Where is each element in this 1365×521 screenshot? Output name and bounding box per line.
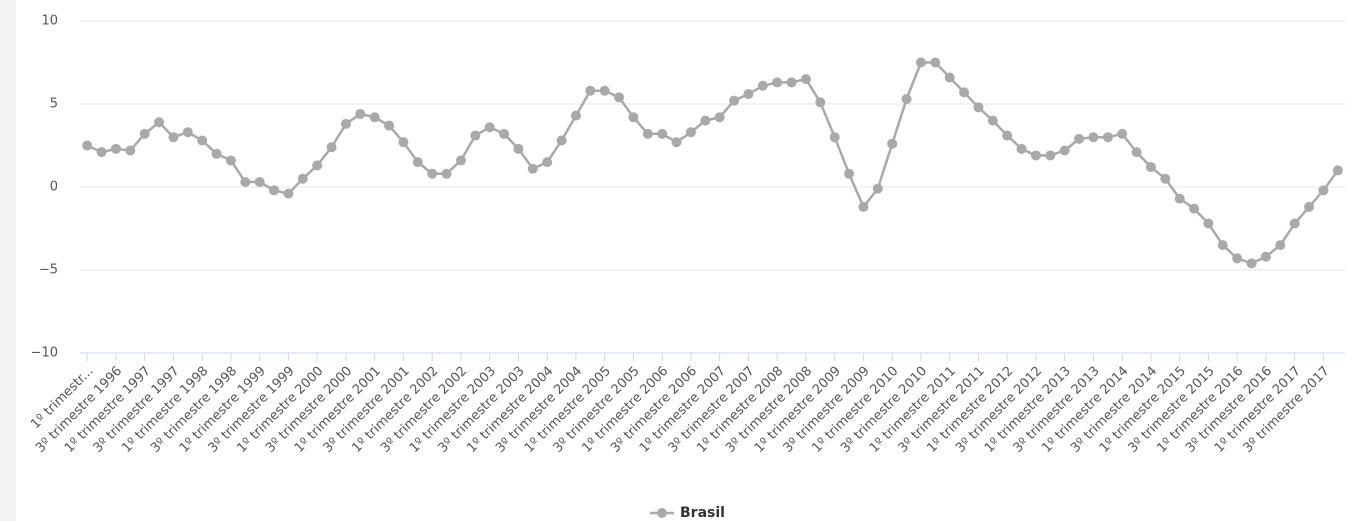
data-point (1289, 218, 1300, 229)
data-point (398, 137, 409, 148)
data-point (915, 57, 926, 68)
data-point (182, 127, 193, 138)
data-point (987, 115, 998, 126)
data-point (786, 77, 797, 88)
data-point (225, 155, 236, 166)
data-point (441, 168, 452, 179)
data-point (1217, 240, 1228, 251)
data-point (1016, 143, 1027, 154)
data-point (714, 112, 725, 123)
data-point (96, 147, 107, 158)
data-point (1045, 150, 1056, 161)
series-line (86, 61, 1339, 265)
data-point (1275, 240, 1286, 251)
data-point (1304, 201, 1315, 212)
data-point (369, 112, 380, 123)
data-point (82, 140, 93, 151)
data-point (1189, 203, 1200, 214)
data-point (1332, 165, 1343, 176)
data-point (1088, 132, 1099, 143)
data-point (729, 95, 740, 106)
data-point (599, 85, 610, 96)
side-stripe (0, 0, 16, 521)
data-point (1145, 162, 1156, 173)
data-point (614, 92, 625, 103)
data-point (642, 128, 653, 139)
data-point (671, 137, 682, 148)
data-point (1260, 251, 1271, 262)
data-point (384, 120, 395, 131)
data-point (197, 135, 208, 146)
legend-text: Brasil (680, 505, 725, 521)
data-point (1059, 145, 1070, 156)
data-point (484, 122, 495, 133)
data-point (700, 115, 711, 126)
data-point (412, 157, 423, 168)
data-point (858, 201, 869, 212)
data-point (1102, 132, 1113, 143)
data-point (944, 72, 955, 83)
data-point (743, 89, 754, 100)
data-point (1318, 185, 1329, 196)
y-tick-label: 5 (50, 97, 58, 112)
data-point (139, 128, 150, 139)
data-point (973, 102, 984, 113)
data-point (901, 94, 912, 105)
legend-symbol (657, 508, 667, 518)
data-point (312, 160, 323, 171)
data-point (887, 138, 898, 149)
data-point (297, 173, 308, 184)
data-point (499, 128, 510, 139)
data-point (1002, 130, 1013, 141)
data-point (1232, 253, 1243, 264)
data-point (685, 127, 696, 138)
data-point (815, 97, 826, 108)
data-point (1160, 173, 1171, 184)
data-point (1246, 258, 1257, 269)
data-point (154, 117, 165, 128)
data-point (1131, 147, 1142, 158)
data-point (168, 132, 179, 143)
data-point (585, 85, 596, 96)
data-point (254, 177, 265, 188)
data-point (800, 74, 811, 85)
data-point (657, 128, 668, 139)
data-point (829, 132, 840, 143)
data-point (556, 135, 567, 146)
data-point (513, 143, 524, 154)
data-point (355, 108, 366, 119)
y-tick-label: −10 (31, 346, 58, 361)
data-point (872, 183, 883, 194)
data-point (1117, 128, 1128, 139)
data-point (283, 188, 294, 199)
data-point (1030, 150, 1041, 161)
data-point (326, 142, 337, 153)
data-point (1074, 133, 1085, 144)
data-point (240, 177, 251, 188)
data-point (110, 143, 121, 154)
data-point (1174, 193, 1185, 204)
y-tick-label: 10 (41, 14, 58, 29)
data-point (269, 185, 280, 196)
data-point (470, 130, 481, 141)
data-point (427, 168, 438, 179)
data-point (930, 57, 941, 68)
data-point (844, 168, 855, 179)
data-point (211, 148, 222, 159)
data-point (527, 163, 538, 174)
y-tick-label: 0 (50, 180, 58, 195)
data-point (1203, 218, 1214, 229)
data-point (340, 118, 351, 129)
data-point (757, 80, 768, 91)
data-point (125, 145, 136, 156)
data-point (570, 110, 581, 121)
data-point (628, 112, 639, 123)
y-tick-label: −5 (39, 263, 58, 278)
data-point (455, 155, 466, 166)
data-point (959, 87, 970, 98)
data-point (542, 157, 553, 168)
data-point (772, 77, 783, 88)
